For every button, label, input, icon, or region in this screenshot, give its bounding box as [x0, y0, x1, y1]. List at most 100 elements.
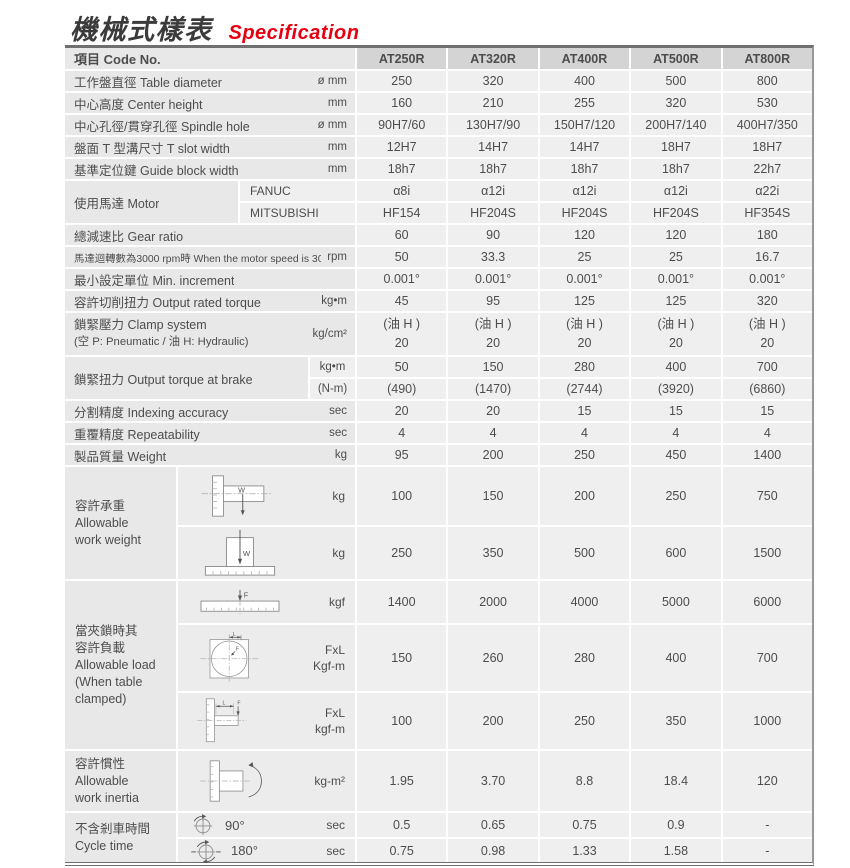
work-inertia-unit-text: kg-m²: [314, 774, 345, 788]
row-min-increment: 最小設定單位 Min. increment 0.001° 0.001° 0.001° 0…: [65, 269, 812, 289]
work-inertia-diagram-left: [190, 754, 274, 808]
spindle-hole-value: 130H7/90: [448, 115, 538, 135]
allowable-work-weight-unit-text: kg: [332, 546, 345, 560]
table-diameter-value: 800: [722, 71, 812, 91]
indexing-accuracy-value: 15: [631, 401, 721, 421]
clamp-system-value: (油 H ) 20: [631, 313, 721, 355]
label-cell-allowable-load: 當夾鎖時其 容許負載 Allowable load (When table clampe…: [65, 581, 176, 749]
allowable-load-diagram-cell: L F FxL Kgf-m: [178, 625, 355, 691]
table-diameter-value: 400: [539, 71, 630, 91]
label-cell-repeatability: 重覆精度 Repeatability sec: [65, 423, 355, 443]
work-inertia-value: 3.70: [448, 751, 538, 811]
work-inertia-value: 18.4: [631, 751, 721, 811]
work-inertia-label-line: work inertia: [75, 790, 139, 805]
cycle-time-value: 0.9: [631, 813, 721, 837]
cycle-time-value: 0.65: [448, 813, 538, 837]
brake-torque-label: 鎖緊扭力 Output torque at brake: [74, 372, 253, 387]
spindle-hole-value: 400H7/350: [722, 115, 812, 135]
center-height-label: 中心高度 Center height: [74, 97, 203, 112]
cycle-time-value: -: [722, 839, 812, 862]
row-brake-torque: 鎖緊扭力 Output torque at brake kg•m 50 150 280 4…: [65, 357, 812, 399]
clamp-system-value-line: (油 H ): [748, 317, 786, 331]
clamp-system-value: (油 H ) 20: [722, 313, 812, 355]
spindle-hole-value: 150H7/120: [539, 115, 630, 135]
rated-torque-value: 320: [722, 291, 812, 311]
repeatability-value: 4: [448, 423, 538, 443]
gear-ratio-value: 120: [631, 225, 721, 245]
clamp-system-label-lines: 鎖緊壓力 Clamp system (空 P: Pneumatic / 油 H: …: [74, 317, 249, 351]
center-height-value: 160: [357, 93, 447, 113]
indexing-accuracy-value: 15: [539, 401, 630, 421]
allowable-work-weight-diagram-left: W: [190, 474, 290, 518]
row-motor-speed: 馬達迴轉數為3000 rpm時 When the motor speed is …: [65, 247, 812, 267]
brake-torque-value: (3920): [631, 379, 721, 399]
row-rated-torque: 容許切削扭力 Output rated torque kg•m 45 95 125 125…: [65, 291, 812, 311]
allowable-load-label-line: 當夾鎖時其: [75, 623, 138, 638]
product-weight-value: 95: [357, 445, 447, 465]
allowable-load-unit-text: kgf: [328, 595, 345, 609]
svg-text:L: L: [223, 701, 226, 707]
t-slot-width-label: 盤面 T 型溝尺寸 T slot width: [74, 141, 230, 156]
allowable-work-weight-value: 750: [722, 467, 812, 525]
row-indexing-accuracy: 分割精度 Indexing accuracy sec 20 20 15 15 15: [65, 401, 812, 421]
work-inertia-label-line: Allowable: [75, 773, 129, 788]
allowable-load-value: 400: [631, 625, 721, 691]
center-height-unit: mm: [327, 97, 347, 109]
center-height-value: 530: [722, 93, 812, 113]
clamp-system-value-line: 20: [760, 336, 775, 350]
inertia-icon: [190, 754, 274, 808]
motor-label: 使用馬達 Motor: [74, 196, 160, 211]
indexing-accuracy-value: 20: [448, 401, 538, 421]
allowable-work-weight-unit: kg: [332, 488, 345, 504]
work-inertia-diagram-cell: kg-m²: [178, 751, 355, 811]
brake-torque-value: (6860): [722, 379, 812, 399]
cycle-time-angle: 90°: [225, 817, 245, 833]
t-slot-width-value: 18H7: [631, 137, 721, 157]
motor-value: α12i: [539, 181, 630, 201]
motor-value: α12i: [448, 181, 538, 201]
allowable-load-unit: FxL Kgf-m: [313, 642, 345, 674]
indexing-accuracy-unit: sec: [329, 405, 347, 417]
cycle-time-value: 0.98: [448, 839, 538, 862]
allowable-load-value: 6000: [722, 581, 812, 623]
row-repeatability: 重覆精度 Repeatability sec 4 4 4 4 4: [65, 423, 812, 443]
gear-ratio-value: 60: [357, 225, 447, 245]
label-cell-gear-ratio: 總減速比 Gear ratio: [65, 225, 355, 245]
motor-value: α12i: [631, 181, 721, 201]
clamp-system-label-2: (空 P: Pneumatic / 油 H: Hydraulic): [74, 336, 249, 348]
product-weight-unit: kg: [334, 449, 347, 461]
label-cell-product-weight: 製品質量 Weight kg: [65, 445, 355, 465]
table-diameter-value: 250: [357, 71, 447, 91]
spindle-hole-unit: ø mm: [317, 119, 347, 131]
motor-value: HF354S: [722, 203, 812, 223]
motor-speed-value: 33.3: [448, 247, 538, 267]
allowable-load-value: 1000: [722, 693, 812, 749]
spindle-hole-value: 90H7/60: [357, 115, 447, 135]
rated-torque-label: 容許切削扭力 Output rated torque: [74, 295, 261, 310]
allowable-load-value: 200: [448, 693, 538, 749]
cycle-time-diagram-cell: 180° sec: [178, 839, 355, 863]
allowable-load-unit-line: Kgf-m: [312, 659, 345, 673]
spindle-hole-value: 200H7/140: [631, 115, 721, 135]
header-code-no: 項目 Code No.: [65, 48, 355, 69]
brake-torque-value: (490): [357, 379, 447, 399]
work-weight-horizontal-icon: W: [190, 474, 290, 518]
motor-speed-label: 馬達迴轉數為3000 rpm時 When the motor speed is …: [74, 253, 322, 265]
clamp-system-value-line: 20: [668, 336, 683, 350]
clamp-system-label: 鎖緊壓力 Clamp system: [74, 318, 207, 332]
motor-speed-value: 16.7: [722, 247, 812, 267]
table-diameter-label: 工作盤直徑 Table diameter: [74, 75, 222, 90]
allowable-work-weight-value: 250: [357, 527, 447, 579]
clamp-system-value-stack: (油 H ) 20: [566, 315, 603, 353]
allowable-load-unit: FxL kgf-m: [315, 705, 345, 737]
svg-text:F: F: [237, 701, 240, 707]
svg-text:F: F: [236, 647, 239, 653]
row-work-inertia: 容許慣性 Allowable work inertia kg-m² 1.95 3.70 8.…: [65, 751, 812, 811]
brake-torque-unit: kg•m: [310, 357, 355, 377]
allowable-load-diagram-left: F: [190, 589, 290, 615]
indexing-accuracy-value: 15: [722, 401, 812, 421]
guide-block-width-unit: mm: [327, 163, 347, 175]
header-model-AT320R: AT320R: [448, 48, 538, 69]
cycle-time-value: 0.75: [357, 839, 447, 862]
